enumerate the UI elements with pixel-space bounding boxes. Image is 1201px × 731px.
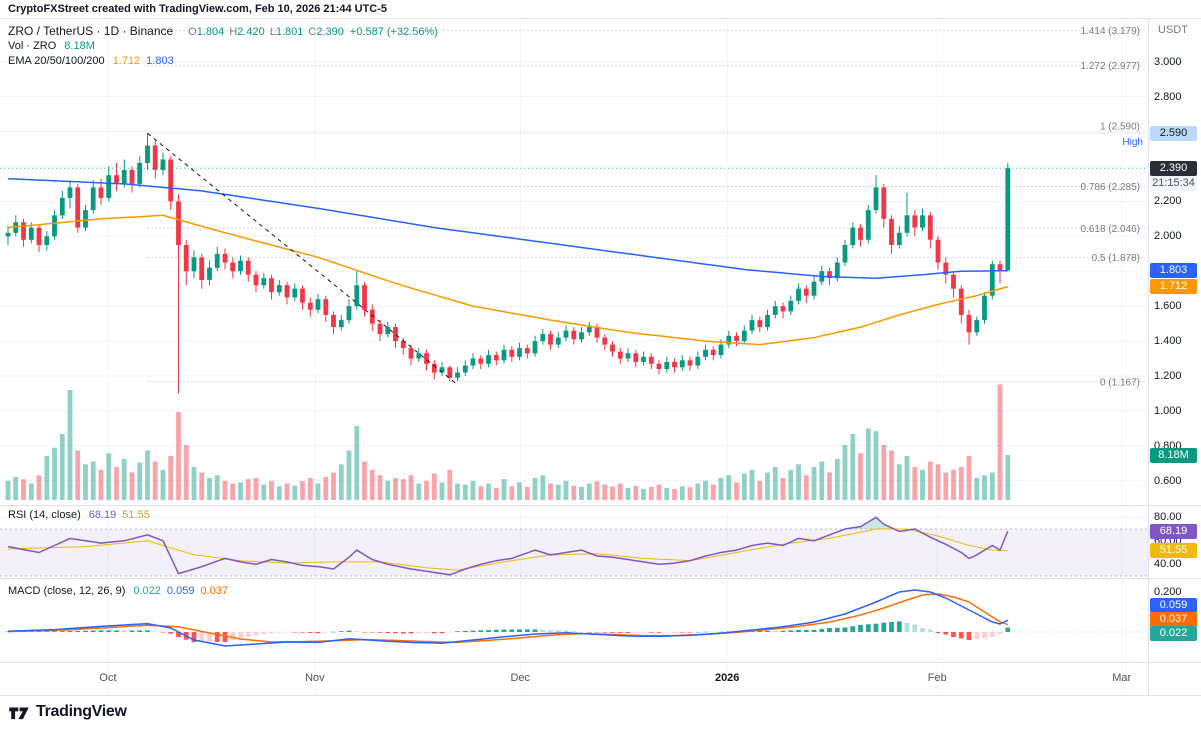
symbol-title[interactable]: ZRO / TetherUS · 1D · Binance [8,24,174,38]
svg-text:0.5 (1.878): 0.5 (1.878) [1092,253,1140,264]
macd-line [7,589,1009,647]
chart-canvas[interactable]: 1.414 (3.179) 1.272 (2.977) 1 (2.590) 0.786… [0,0,1201,700]
trendline [147,132,458,386]
volume-layer [5,384,1011,501]
high-value: 2.420 [237,26,265,38]
macd-value: 0.059 [166,585,195,597]
macd-signal-line [7,593,1009,644]
volume-value: 8.18M [64,40,95,52]
legend-volume-row[interactable]: Vol · ZRO 8.18M [8,39,438,54]
open-label: O [188,26,197,38]
svg-text:1.272 (2.977): 1.272 (2.977) [1081,61,1141,72]
volume-label: Vol · ZRO [8,40,57,52]
low-label: L [269,26,276,38]
time-axis-label: Feb [927,672,947,684]
ema-fast-value: 1.712 [112,55,141,67]
time-axis-label: Dec [510,672,531,684]
ema-slow-value: 1.803 [146,55,174,67]
macd-histogram [5,621,1011,643]
rsi-ma-value: 51.55 [122,509,150,521]
svg-text:1.414 (3.179): 1.414 (3.179) [1081,26,1141,37]
ema-label: EMA 20/50/100/200 [8,55,105,67]
svg-text:0 (1.167): 0 (1.167) [1100,377,1140,388]
fib-retracement: 1.414 (3.179) 1.272 (2.977) 1 (2.590) 0.786… [147,26,1148,388]
macd-hist-value: 0.022 [133,585,161,597]
legend-symbol-row[interactable]: ZRO / TetherUS · 1D · Binance O1.804 H2.42… [8,24,438,39]
ema-fast-line [7,214,1009,346]
macd-label: MACD (close, 12, 26, 9) [8,585,126,597]
attribution-text: CryptoFXStreet created with TradingView.… [8,3,388,15]
grid-layer [0,18,1148,695]
rsi-legend[interactable]: RSI (14, close) 68.19 51.55 [8,509,150,521]
macd-legend[interactable]: MACD (close, 12, 26, 9) 0.022 0.059 0.037 [8,585,228,597]
svg-text:0.786 (2.285): 0.786 (2.285) [1081,182,1141,193]
svg-text:0.618 (2.046): 0.618 (2.046) [1081,224,1141,235]
open-value: 1.804 [196,26,225,38]
tradingview-logo[interactable]: TradingView [8,702,127,722]
axis-currency-label: USDT [1158,24,1188,36]
time-axis-label: Nov [305,672,325,684]
time-axis[interactable]: Oct Nov Dec 2026 Feb Mar [0,663,1148,695]
rsi-value: 68.19 [88,509,117,521]
rsi-band [0,529,1148,576]
rsi-line [7,516,1009,576]
close-label: C [308,26,317,38]
rsi-label: RSI (14, close) [8,509,81,521]
tradingview-wordmark: TradingView [36,703,127,720]
high-label: H [229,26,238,38]
close-value: 2.390 [316,26,344,38]
candles-layer [5,133,1011,394]
legend-ema-row[interactable]: EMA 20/50/100/200 1.712 1.803 [8,54,438,69]
rsi-ma-line [7,528,1008,571]
low-value: 1.801 [275,26,304,38]
legend-main: ZRO / TetherUS · 1D · Binance O1.804 H2.42… [8,24,438,69]
time-axis-label: 2026 [714,672,740,684]
price-axis[interactable] [1148,18,1201,695]
ema-slow-line [7,177,1008,279]
svg-text:1 (2.590): 1 (2.590) [1100,121,1140,132]
tradingview-logo-icon [9,707,29,720]
time-axis-label: Oct [99,672,117,684]
time-axis-label: Mar [1112,672,1132,684]
macd-signal-value: 0.037 [200,585,228,597]
change-value: +0.587 (+32.56%) [349,26,438,38]
